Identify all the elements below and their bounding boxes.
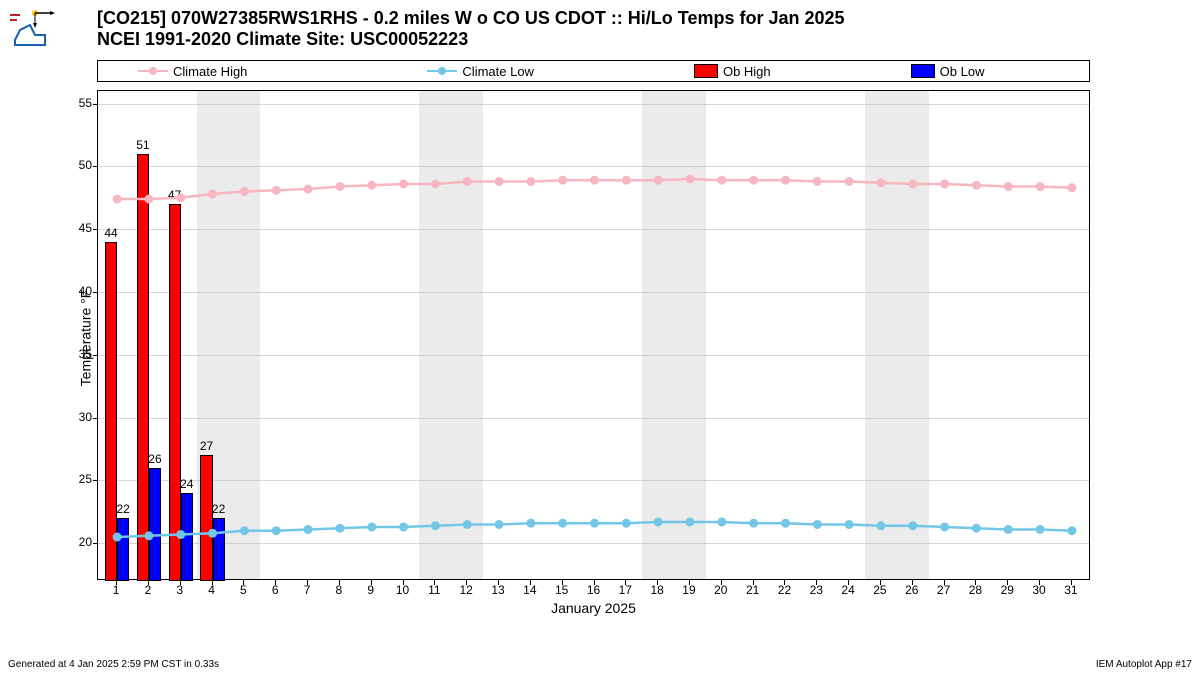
chart-title: [CO215] 070W27385RWS1RHS - 0.2 miles W o… bbox=[97, 8, 845, 50]
gridline bbox=[98, 480, 1089, 481]
legend-climate-high: Climate High bbox=[138, 64, 247, 79]
gridline bbox=[98, 229, 1089, 230]
ytick-label: 20 bbox=[79, 535, 92, 549]
legend-climate-low: Climate Low bbox=[427, 64, 534, 79]
xtick-label: 8 bbox=[336, 583, 343, 597]
ob-low-label: 24 bbox=[180, 477, 193, 491]
xtick-label: 17 bbox=[619, 583, 632, 597]
gridline bbox=[98, 355, 1089, 356]
xtick-label: 22 bbox=[778, 583, 791, 597]
ytick-label: 25 bbox=[79, 472, 92, 486]
xtick-label: 16 bbox=[587, 583, 600, 597]
ytick-label: 55 bbox=[79, 96, 92, 110]
xtick-label: 2 bbox=[145, 583, 152, 597]
xtick-label: 28 bbox=[969, 583, 982, 597]
gridline bbox=[98, 543, 1089, 544]
xtick-label: 3 bbox=[176, 583, 183, 597]
xtick-label: 7 bbox=[304, 583, 311, 597]
ob-high-bar bbox=[137, 154, 149, 581]
xtick-label: 21 bbox=[746, 583, 759, 597]
y-axis-label: Temperature °F bbox=[77, 289, 93, 386]
xtick-label: 10 bbox=[396, 583, 409, 597]
ob-low-bar bbox=[213, 518, 225, 581]
ytick-label: 35 bbox=[79, 347, 92, 361]
ob-low-bar bbox=[117, 518, 129, 581]
ob-low-label: 26 bbox=[148, 452, 161, 466]
xtick-label: 14 bbox=[523, 583, 536, 597]
xtick-label: 23 bbox=[810, 583, 823, 597]
ob-high-bar bbox=[105, 242, 117, 581]
iem-logo bbox=[5, 5, 55, 55]
x-axis-label: January 2025 bbox=[97, 600, 1090, 616]
gridline bbox=[98, 166, 1089, 167]
xtick-label: 20 bbox=[714, 583, 727, 597]
gridline bbox=[98, 104, 1089, 105]
legend: Climate High Climate Low Ob High Ob Low bbox=[97, 60, 1090, 82]
xtick-label: 30 bbox=[1032, 583, 1045, 597]
xtick-label: 1 bbox=[113, 583, 120, 597]
xtick-label: 11 bbox=[428, 583, 440, 597]
xtick-label: 19 bbox=[682, 583, 695, 597]
plot-area: 44 51 47 27 22 26 24 22 bbox=[97, 90, 1090, 580]
weekend-band bbox=[865, 91, 929, 579]
ob-high-label: 44 bbox=[104, 226, 117, 240]
xtick-label: 5 bbox=[240, 583, 247, 597]
weekend-band bbox=[419, 91, 483, 579]
xtick-label: 24 bbox=[841, 583, 854, 597]
ob-low-bar bbox=[181, 493, 193, 581]
xtick-label: 6 bbox=[272, 583, 279, 597]
ob-low-label: 22 bbox=[212, 502, 225, 516]
xtick-label: 31 bbox=[1064, 583, 1077, 597]
title-line1: [CO215] 070W27385RWS1RHS - 0.2 miles W o… bbox=[97, 8, 845, 29]
xtick-label: 26 bbox=[905, 583, 918, 597]
ob-high-bar bbox=[169, 204, 181, 581]
title-line2: NCEI 1991-2020 Climate Site: USC00052223 bbox=[97, 29, 845, 50]
ytick-label: 40 bbox=[79, 284, 92, 298]
ytick-label: 45 bbox=[79, 221, 92, 235]
gridline bbox=[98, 418, 1089, 419]
legend-ob-low: Ob Low bbox=[911, 64, 985, 79]
xtick-label: 27 bbox=[937, 583, 950, 597]
ob-low-bar bbox=[149, 468, 161, 581]
footer-app: IEM Autoplot App #17 bbox=[1096, 659, 1192, 670]
ytick-label: 50 bbox=[79, 158, 92, 172]
xtick-label: 13 bbox=[491, 583, 504, 597]
ob-high-label: 51 bbox=[136, 138, 149, 152]
xtick-label: 18 bbox=[650, 583, 663, 597]
weekend-band bbox=[642, 91, 706, 579]
ob-high-label: 47 bbox=[168, 188, 181, 202]
ytick-label: 30 bbox=[79, 410, 92, 424]
xtick-label: 15 bbox=[555, 583, 568, 597]
xtick-label: 29 bbox=[1001, 583, 1014, 597]
xtick-label: 12 bbox=[460, 583, 473, 597]
footer-generated: Generated at 4 Jan 2025 2:59 PM CST in 0… bbox=[8, 659, 219, 670]
ob-high-label: 27 bbox=[200, 439, 213, 453]
xtick-label: 25 bbox=[873, 583, 886, 597]
legend-ob-high: Ob High bbox=[694, 64, 771, 79]
xtick-label: 4 bbox=[208, 583, 215, 597]
chart-container: Climate High Climate Low Ob High Ob Low … bbox=[97, 60, 1090, 615]
ob-high-bar bbox=[200, 455, 212, 581]
ob-low-label: 22 bbox=[116, 502, 129, 516]
gridline bbox=[98, 292, 1089, 293]
xtick-label: 9 bbox=[367, 583, 374, 597]
